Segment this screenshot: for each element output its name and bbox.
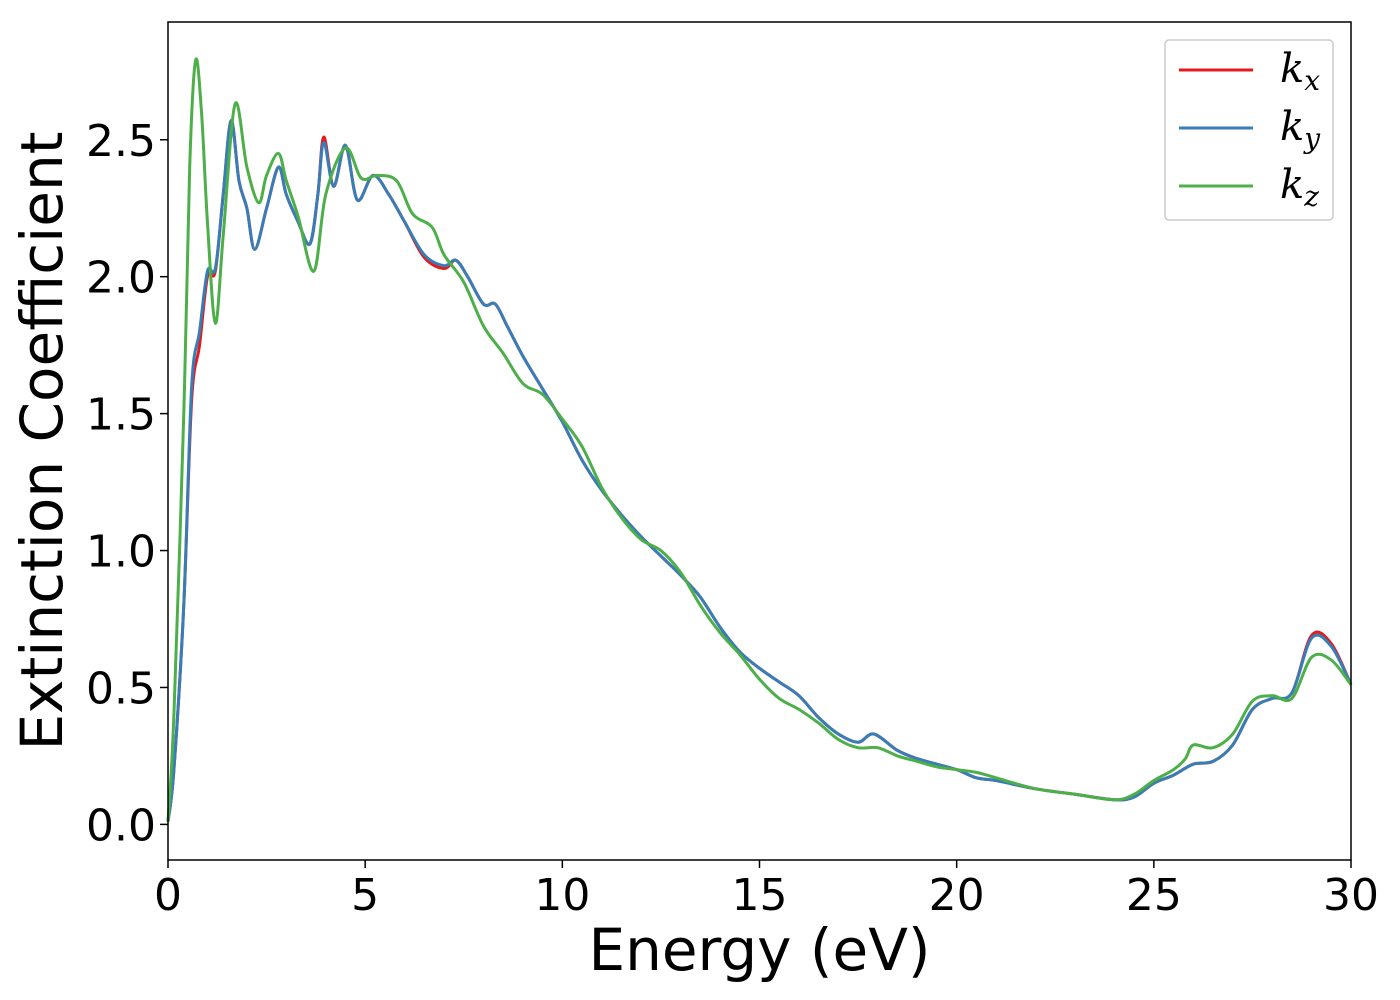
legend-label: ky	[1280, 104, 1321, 155]
y-tick-label: 1.5	[86, 390, 156, 441]
x-tick-label: 25	[1126, 870, 1182, 921]
legend: kx ky kz	[1164, 39, 1334, 221]
y-tick-label: 1.0	[86, 527, 156, 578]
x-tick-label: 10	[534, 870, 590, 921]
x-tick-label: 0	[154, 870, 182, 921]
plot-lines	[166, 57, 1353, 822]
legend-box	[1164, 39, 1334, 221]
y-axis-ticks: 0.0 0.5 1.0 1.5 2.0 2.5	[86, 116, 168, 851]
x-tick-label: 15	[732, 870, 788, 921]
series-line-ky	[166, 119, 1353, 822]
x-tick-label: 5	[351, 870, 379, 921]
x-axis-label: Energy (eV)	[588, 916, 930, 984]
x-tick-label: 30	[1323, 870, 1379, 921]
y-tick-label: 0.5	[86, 663, 156, 714]
y-tick-label: 0.0	[86, 800, 156, 851]
y-tick-label: 2.5	[86, 116, 156, 167]
legend-label: kx	[1280, 46, 1320, 97]
y-tick-label: 2.0	[86, 253, 156, 304]
series-line-kz	[166, 57, 1353, 822]
legend-label: kz	[1280, 162, 1319, 213]
series-line-kx	[166, 119, 1353, 822]
x-axis-ticks: 0 5 10 15 20 25 30	[154, 860, 1379, 921]
y-axis-label: Extinction Coefficient	[8, 132, 76, 751]
x-tick-label: 20	[929, 870, 985, 921]
